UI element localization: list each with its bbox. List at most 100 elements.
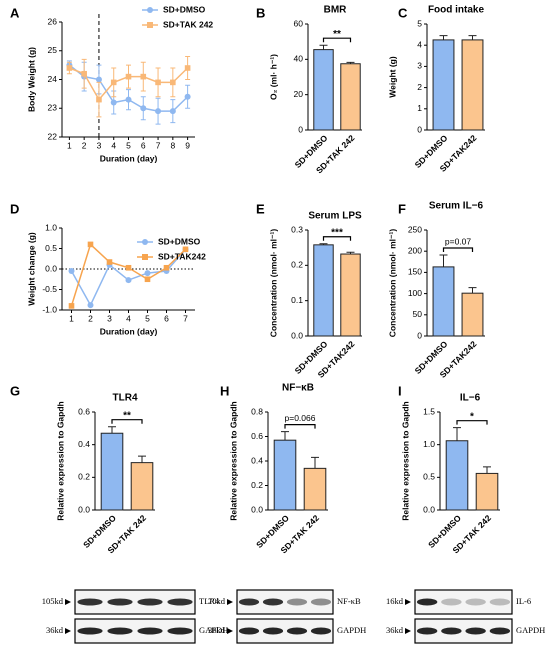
blot-band <box>286 627 308 635</box>
panel-label: A <box>10 5 20 20</box>
blot-band <box>167 627 193 635</box>
point <box>87 241 94 248</box>
blot-band <box>416 627 438 635</box>
point <box>170 79 176 86</box>
bar <box>273 439 297 511</box>
error-bar <box>319 44 328 50</box>
point <box>125 96 132 103</box>
y-tick-label: 1 <box>417 103 422 113</box>
blot-band <box>465 598 486 606</box>
blot-band <box>489 627 511 635</box>
point <box>110 99 117 106</box>
significance-label: p=0.07 <box>445 236 472 246</box>
y-tick-label: 0.3 <box>291 224 303 234</box>
legend-marker <box>147 7 153 13</box>
y-tick-label: 0.8 <box>251 406 263 416</box>
point <box>106 259 113 265</box>
point <box>68 303 75 309</box>
blot-band <box>416 598 438 606</box>
point <box>169 108 176 115</box>
legend-marker <box>147 22 153 28</box>
blot-band <box>310 598 332 606</box>
blot-band <box>238 598 260 606</box>
x-tick-label: 6 <box>164 313 169 323</box>
protein-label: NF-κB <box>337 596 361 606</box>
blot-band <box>107 627 133 635</box>
point <box>81 70 87 77</box>
bar <box>313 49 334 131</box>
chart-title: Serum LPS <box>308 211 362 222</box>
y-tick-label: 0.1 <box>291 295 303 305</box>
marker-size: 36kd <box>386 625 404 635</box>
panel-label: F <box>398 201 406 216</box>
significance-bracket <box>284 424 316 429</box>
marker-size: 70kd <box>208 596 226 606</box>
blot-band <box>441 598 462 606</box>
point <box>110 79 117 86</box>
y-tick-label: 0.6 <box>251 431 263 441</box>
x-tick-label: 5 <box>126 140 131 150</box>
blot-band <box>489 598 511 606</box>
y-tick-label: 100 <box>408 288 422 298</box>
y-axis-label: Concentration (nmol· ml⁻¹) <box>268 229 278 338</box>
legend-marker <box>142 239 148 245</box>
y-tick-label: 0.4 <box>251 455 263 465</box>
panel-label: E <box>256 201 265 216</box>
y-tick-label: 60 <box>294 18 304 28</box>
point <box>95 76 102 83</box>
x-tick-label: 6 <box>141 140 146 150</box>
point <box>96 96 102 103</box>
marker-arrow <box>405 599 411 605</box>
y-tick-label: -0.5 <box>42 284 57 294</box>
significance-label: ** <box>333 29 341 40</box>
point <box>87 302 94 309</box>
point <box>125 277 132 284</box>
y-tick-label: 0.0 <box>423 504 435 514</box>
error-bar <box>453 427 461 441</box>
point <box>68 268 75 275</box>
marker-arrow <box>65 628 71 634</box>
y-tick-label: 0 <box>417 330 422 340</box>
x-axis-label: Duration (day) <box>100 326 158 336</box>
error-bar <box>346 251 355 255</box>
x-tick-label: 4 <box>111 140 116 150</box>
y-tick-label: 0.0 <box>78 504 90 514</box>
y-tick-label: 0.2 <box>251 480 263 490</box>
marker-arrow <box>227 599 233 605</box>
significance-bracket <box>322 37 352 43</box>
error-bar <box>483 466 491 474</box>
y-axis-label: O₂ (ml· h⁻¹) <box>268 54 278 100</box>
marker-size: 36kd <box>46 625 64 635</box>
bar <box>432 39 455 131</box>
blot-band <box>137 598 163 606</box>
y-axis-label: Concentration (nmol· ml⁻¹) <box>387 229 397 338</box>
y-tick-label: 150 <box>408 267 422 277</box>
point <box>184 93 191 100</box>
y-tick-label: 0.5 <box>45 243 57 253</box>
y-tick-label: 0.5 <box>423 472 435 482</box>
bar <box>303 467 327 511</box>
point <box>140 105 147 112</box>
chart-title: NF−κB <box>282 383 314 394</box>
y-tick-label: 0.4 <box>78 439 90 449</box>
blot-band <box>77 598 103 606</box>
blot-band <box>167 598 193 606</box>
error-bar <box>468 35 477 40</box>
significance-bracket <box>322 236 352 241</box>
significance-bracket <box>442 247 474 253</box>
y-tick-label: 200 <box>408 245 422 255</box>
marker-size: 36kd <box>208 625 226 635</box>
protein-label: GAPDH <box>199 625 228 635</box>
marker-size: 16kd <box>386 596 404 606</box>
error-bar <box>138 455 146 463</box>
error-bar <box>108 426 116 434</box>
bar <box>340 253 361 337</box>
y-tick-label: 40 <box>294 54 304 64</box>
blot-band <box>262 627 284 635</box>
blot-band <box>286 598 308 606</box>
point <box>144 270 151 277</box>
legend-marker <box>142 254 148 260</box>
y-tick-label: 3 <box>417 61 422 71</box>
chart-title: BMR <box>324 5 348 16</box>
